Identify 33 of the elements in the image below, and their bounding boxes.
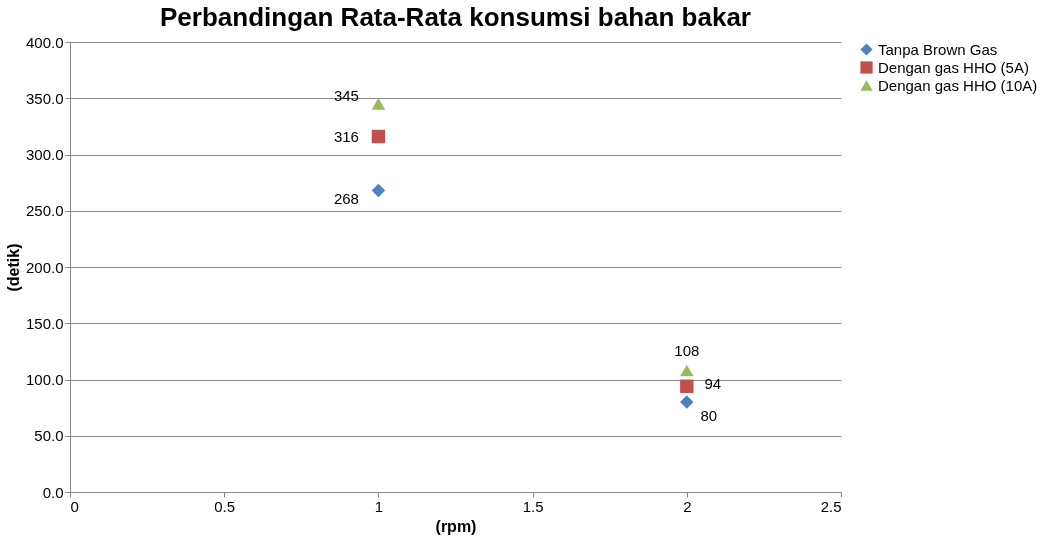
y-tick-label: 50.0 (34, 427, 64, 445)
point (680, 379, 694, 393)
data-label: 80 (700, 407, 718, 424)
point (371, 183, 386, 198)
x-tick-label: 0 (70, 497, 79, 515)
legend-label: Dengan gas HHO (5A) (878, 58, 1029, 76)
point (371, 129, 386, 144)
legend-label: Dengan gas HHO (10A) (878, 76, 1038, 94)
y-tick-label: 250.0 (25, 202, 64, 220)
y-tick-label: 400.0 (25, 33, 64, 51)
data-label: 316 (333, 127, 359, 145)
y-tick-label: 300.0 (25, 146, 64, 163)
y-tick-label: 150.0 (25, 314, 64, 332)
point (680, 395, 694, 409)
data-label: 268 (333, 189, 359, 207)
data-label: 108 (674, 341, 700, 359)
data-label: 94 (704, 375, 722, 393)
legend-label: Tanpa Brown Gas (878, 40, 998, 58)
point (371, 98, 386, 110)
y-tick-label: 200.0 (25, 258, 64, 276)
x-tick-label: 1 (374, 497, 384, 515)
y-tick-label: 100.0 (25, 371, 64, 388)
x-tick-label: 2 (683, 497, 692, 515)
x-tick-label: 0.5 (214, 497, 236, 515)
x-tick-label: 1.5 (522, 497, 544, 515)
point (680, 364, 694, 377)
y-tick-label: 350.0 (25, 89, 64, 107)
chart-title: Perbandingan Rata-Rata konsumsi bahan bakar (160, 2, 751, 32)
x-axis-title: (rpm) (435, 517, 477, 535)
y-axis-title: (detik) (4, 243, 22, 292)
x-tick-label: 2.5 (820, 497, 842, 515)
y-tick-label: 0.0 (42, 483, 64, 501)
data-label: 345 (333, 86, 359, 104)
